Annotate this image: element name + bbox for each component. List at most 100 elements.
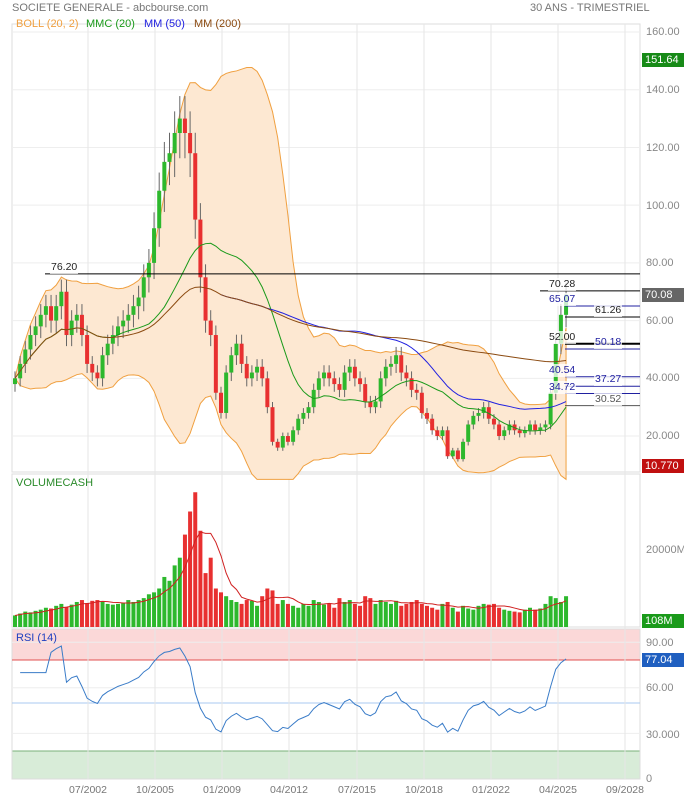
candle — [28, 335, 33, 350]
volume-bar — [564, 596, 569, 627]
candle — [528, 424, 532, 431]
candle — [90, 363, 95, 373]
volume-bar — [224, 596, 229, 627]
volume-bar — [358, 605, 363, 627]
candle — [270, 407, 275, 442]
volume-tick: 20000M — [646, 544, 684, 556]
candle — [517, 430, 522, 434]
candle — [285, 436, 290, 442]
volume-tag: 108M — [642, 614, 684, 628]
x-tick: 04/2012 — [270, 784, 308, 796]
volume-bar — [476, 605, 481, 627]
x-tick: 01/2009 — [203, 784, 241, 796]
candle — [121, 320, 126, 327]
volume-bar — [543, 603, 548, 627]
candle — [471, 415, 476, 425]
volume-bar — [136, 600, 141, 627]
candle — [64, 291, 69, 336]
volume-bar — [507, 610, 512, 627]
candle — [265, 378, 270, 408]
volume-bar — [445, 601, 450, 627]
legend-mm50[interactable]: MM (50) — [144, 18, 185, 30]
candle — [198, 219, 203, 278]
volume-bar — [18, 613, 23, 627]
volume-bar — [332, 607, 337, 627]
candle — [435, 430, 440, 437]
volume-bar — [131, 601, 136, 627]
rsi-tick: 0 — [646, 773, 653, 785]
volume-bar — [435, 609, 440, 627]
candle — [337, 384, 342, 390]
x-tick: 10/2018 — [405, 784, 443, 796]
volume-bar — [316, 601, 321, 627]
volume-bar — [280, 600, 285, 627]
price-panel — [11, 23, 641, 473]
mm-50-line — [220, 294, 567, 410]
volume-bar — [533, 609, 538, 627]
x-tick: 01/2022 — [472, 784, 510, 796]
candle — [203, 277, 208, 321]
candle — [491, 418, 496, 425]
period-label[interactable]: 30 ANS - TRIMESTRIEL — [530, 2, 650, 14]
volume-bar — [95, 600, 100, 627]
volume-bar — [368, 598, 373, 627]
candle — [162, 161, 167, 191]
volume-bar — [342, 601, 347, 627]
candle — [383, 366, 388, 379]
volume-bar — [59, 603, 64, 627]
volume-bar — [260, 596, 265, 627]
volume-bar — [306, 605, 311, 627]
volume-bar — [43, 607, 48, 627]
volume-bar — [105, 603, 110, 627]
volume-bar — [172, 565, 177, 627]
candle — [409, 378, 414, 390]
volume-bar — [152, 592, 157, 627]
candle — [476, 412, 481, 416]
candle — [301, 412, 306, 419]
volume-bar — [208, 557, 213, 627]
candle — [116, 326, 120, 336]
low-price-tag: 10.770 — [642, 459, 684, 473]
chart-title: SOCIETE GENERALE - abcbourse.com — [12, 2, 209, 14]
volume-bar — [167, 580, 172, 627]
volume-bar — [229, 600, 234, 627]
candle — [193, 153, 198, 220]
volume-bar — [388, 603, 393, 627]
price-tick: 20.000 — [646, 430, 680, 442]
volume-bar — [285, 603, 290, 627]
candle — [126, 314, 131, 321]
candle — [244, 363, 249, 379]
candle — [110, 335, 115, 344]
legend-mm200[interactable]: MM (200) — [194, 18, 242, 30]
volume-bar — [471, 609, 476, 627]
volume-bar — [399, 605, 404, 627]
volume-bar — [49, 608, 54, 627]
candle — [368, 401, 373, 408]
volume-bar — [538, 608, 543, 627]
candle — [100, 355, 105, 379]
volume-bar — [219, 592, 223, 627]
candle — [497, 424, 502, 437]
rsi-overbought-zone — [11, 628, 641, 661]
candle — [548, 392, 553, 425]
candle — [79, 314, 84, 336]
candle — [172, 133, 177, 154]
candle — [502, 430, 507, 437]
volume-bar — [378, 600, 383, 627]
rsi-tick: 90.00 — [646, 637, 674, 649]
volume-bar — [347, 600, 352, 627]
price-tick: 40.000 — [646, 372, 680, 384]
volume-bar — [383, 601, 388, 627]
candle — [327, 372, 332, 379]
volume-bar — [239, 603, 244, 627]
candle — [507, 424, 512, 431]
candle — [414, 389, 419, 393]
volume-bar — [337, 598, 342, 627]
legend-boll[interactable]: BOLL (20, 2) — [16, 18, 79, 30]
volume-bar — [419, 603, 424, 627]
legend-mmc[interactable]: MMC (20) — [86, 18, 135, 30]
candle — [543, 424, 548, 428]
candle — [419, 392, 424, 413]
volume-bar — [440, 603, 445, 627]
